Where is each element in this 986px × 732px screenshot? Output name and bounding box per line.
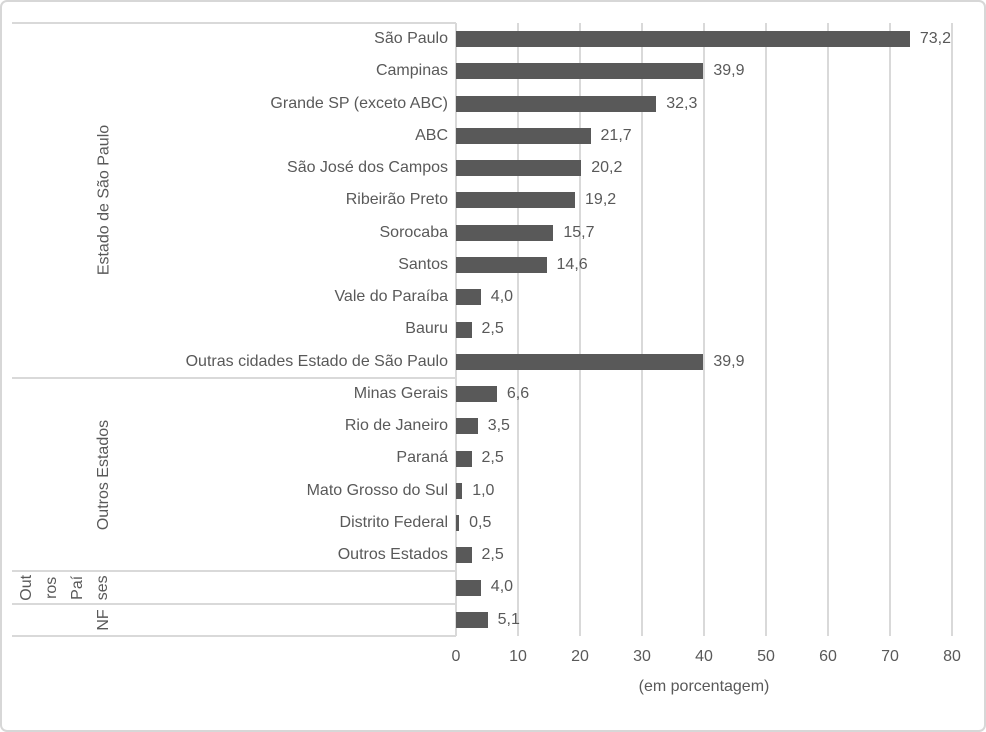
bar-value-label: 3,5	[487, 417, 510, 435]
bar-value-label: 2,5	[481, 320, 504, 338]
category-label: Bauru	[405, 320, 448, 338]
x-tick-label: 30	[633, 648, 651, 665]
x-tick-label: 80	[943, 648, 961, 665]
category-label: Mato Grosso do Sul	[306, 481, 448, 499]
x-tick-label: 70	[881, 648, 899, 665]
axis-separator-line	[12, 376, 456, 379]
bar-value-label: 14,6	[556, 255, 588, 273]
category-label: Sorocaba	[379, 223, 449, 241]
bar	[456, 515, 460, 532]
bar-value-label: 21,7	[600, 126, 632, 144]
bar-value-label: 4,0	[490, 288, 514, 306]
category-label: Grande SP (exceto ABC)	[270, 94, 448, 112]
category-label: Paraná	[396, 449, 448, 467]
category-label: Vale do Paraíba	[334, 288, 448, 306]
x-axis-title: (em porcentagem)	[638, 678, 770, 695]
bar	[456, 482, 463, 499]
bar-value-label: 0,5	[469, 513, 492, 531]
bar	[456, 256, 547, 273]
bar	[456, 353, 704, 370]
gridline	[827, 23, 829, 636]
x-tick-label: 10	[509, 648, 527, 665]
bar-value-label: 15,7	[563, 223, 595, 241]
bar	[456, 289, 481, 306]
bar-value-label: 39,9	[713, 62, 745, 80]
bar	[456, 386, 497, 403]
gridline	[579, 23, 581, 636]
bar-value-label: 4,0	[490, 578, 514, 596]
category-label: Outras cidades Estado de São Paulo	[185, 352, 448, 370]
bar	[456, 63, 704, 80]
bar	[456, 160, 582, 177]
axis-separator-line	[12, 22, 456, 24]
gridline	[889, 23, 891, 636]
bar	[456, 192, 576, 209]
bar-value-label: 2,5	[481, 546, 504, 564]
x-tick-label: 60	[819, 648, 837, 665]
x-tick-label: 0	[451, 648, 461, 665]
gridline	[641, 23, 643, 636]
gridline	[703, 23, 705, 636]
x-tick-label: 40	[695, 648, 713, 665]
bar-value-label: 2,5	[481, 449, 504, 467]
category-label: Distrito Federal	[339, 513, 448, 531]
x-tick-label: 20	[571, 648, 589, 665]
gridline	[517, 23, 519, 636]
bar-value-label: 73,2	[919, 30, 951, 47]
category-label: Campinas	[375, 62, 448, 80]
bar	[456, 224, 554, 241]
gridline	[951, 23, 953, 636]
category-label: São Paulo	[374, 30, 448, 47]
bar	[456, 31, 910, 48]
category-label: ABC	[415, 126, 448, 144]
bar	[456, 611, 488, 628]
bar-value-label: 32,3	[666, 94, 698, 112]
bar-value-label: 5,1	[497, 610, 520, 628]
bar-value-label: 6,6	[506, 384, 530, 402]
bar	[456, 418, 478, 435]
bar	[456, 547, 472, 564]
bar	[456, 579, 481, 596]
axis-separator-line	[12, 570, 456, 573]
bar-value-label: 20,2	[591, 159, 623, 177]
category-label: Outros Estados	[337, 546, 448, 564]
axis-separator-line	[12, 635, 456, 637]
axis-separator-line	[12, 602, 456, 605]
gridline	[765, 23, 767, 636]
bar-value-label: 19,2	[585, 191, 617, 209]
bar	[456, 321, 472, 338]
category-label: Minas Gerais	[353, 384, 448, 402]
bar-value-label: 39,9	[713, 352, 745, 370]
bar-value-label: 1,0	[472, 481, 495, 499]
category-label: Ribeirão Preto	[345, 191, 448, 209]
category-label: Santos	[398, 255, 448, 273]
bar	[456, 127, 591, 144]
x-tick-label: 50	[757, 648, 775, 665]
category-label: Rio de Janeiro	[344, 417, 448, 435]
bar	[456, 95, 657, 112]
category-label: São José dos Campos	[287, 159, 448, 177]
bar	[456, 450, 472, 467]
